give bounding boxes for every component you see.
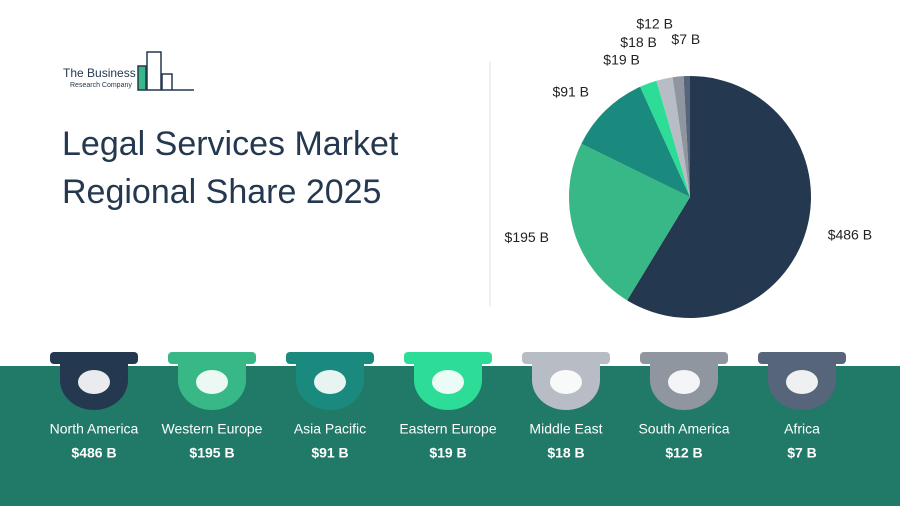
region-value: $486 B bbox=[71, 445, 116, 461]
region-name: Africa bbox=[784, 421, 820, 437]
region-icon bbox=[196, 370, 228, 394]
region-value: $7 B bbox=[787, 445, 817, 461]
region-value: $18 B bbox=[547, 445, 584, 461]
chart-title: Legal Services Market Regional Share 202… bbox=[62, 125, 399, 211]
region-icon bbox=[550, 370, 582, 394]
region-icon bbox=[432, 370, 464, 394]
region-icon bbox=[668, 370, 700, 394]
slice-label: $12 B bbox=[636, 16, 673, 32]
region-value: $195 B bbox=[189, 445, 234, 461]
pie-slice bbox=[627, 76, 811, 318]
logo-name: The Business bbox=[63, 66, 136, 80]
slice-label: $486 B bbox=[828, 226, 872, 242]
region-value: $91 B bbox=[311, 445, 348, 461]
region-icon bbox=[78, 370, 110, 394]
region-name: Asia Pacific bbox=[294, 421, 366, 437]
region-name: North America bbox=[50, 421, 139, 437]
pie-slice bbox=[640, 80, 690, 197]
region-icon bbox=[314, 370, 346, 394]
pie-slice bbox=[683, 76, 690, 197]
slice-label: $195 B bbox=[505, 229, 549, 245]
region-icon bbox=[786, 370, 818, 394]
region-name: Western Europe bbox=[162, 421, 263, 437]
slice-label: $19 B bbox=[603, 52, 640, 68]
pie-slice bbox=[581, 86, 690, 197]
region-name: South America bbox=[638, 421, 729, 437]
region-name: Middle East bbox=[529, 421, 602, 437]
slice-label: $91 B bbox=[552, 84, 589, 100]
region-name: Eastern Europe bbox=[399, 421, 496, 437]
logo-mark bbox=[137, 51, 194, 91]
region-value: $12 B bbox=[665, 445, 702, 461]
slice-label: $7 B bbox=[671, 31, 700, 47]
slice-label: $18 B bbox=[620, 34, 657, 50]
region-value: $19 B bbox=[429, 445, 466, 461]
pie-slice bbox=[569, 143, 690, 301]
pie-slice bbox=[672, 76, 690, 197]
logo-subname: Research Company bbox=[70, 82, 132, 89]
pie-slice bbox=[656, 77, 690, 197]
